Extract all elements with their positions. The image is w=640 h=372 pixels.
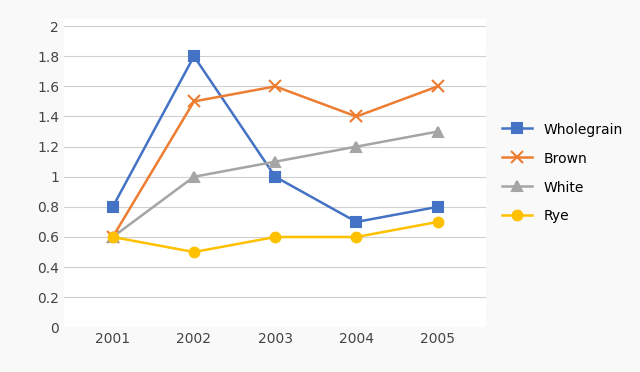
- Line: Brown: Brown: [107, 81, 444, 243]
- Wholegrain: [190, 54, 198, 58]
- Line: Wholegrain: Wholegrain: [108, 51, 442, 227]
- White: [109, 235, 116, 239]
- Rye: [353, 235, 360, 239]
- White: [190, 174, 198, 179]
- Rye: [271, 235, 279, 239]
- Legend: Wholegrain, Brown, White, Rye: Wholegrain, Brown, White, Rye: [502, 122, 623, 224]
- White: [353, 144, 360, 149]
- Brown: [353, 114, 360, 119]
- Rye: [434, 220, 442, 224]
- Rye: [109, 235, 116, 239]
- Line: White: White: [108, 127, 442, 242]
- Brown: [190, 99, 198, 104]
- Rye: [190, 250, 198, 254]
- Line: Rye: Rye: [108, 217, 442, 257]
- Brown: [271, 84, 279, 89]
- Wholegrain: [353, 220, 360, 224]
- Brown: [434, 84, 442, 89]
- Brown: [109, 235, 116, 239]
- White: [434, 129, 442, 134]
- Wholegrain: [109, 205, 116, 209]
- Wholegrain: [434, 205, 442, 209]
- White: [271, 160, 279, 164]
- Wholegrain: [271, 174, 279, 179]
